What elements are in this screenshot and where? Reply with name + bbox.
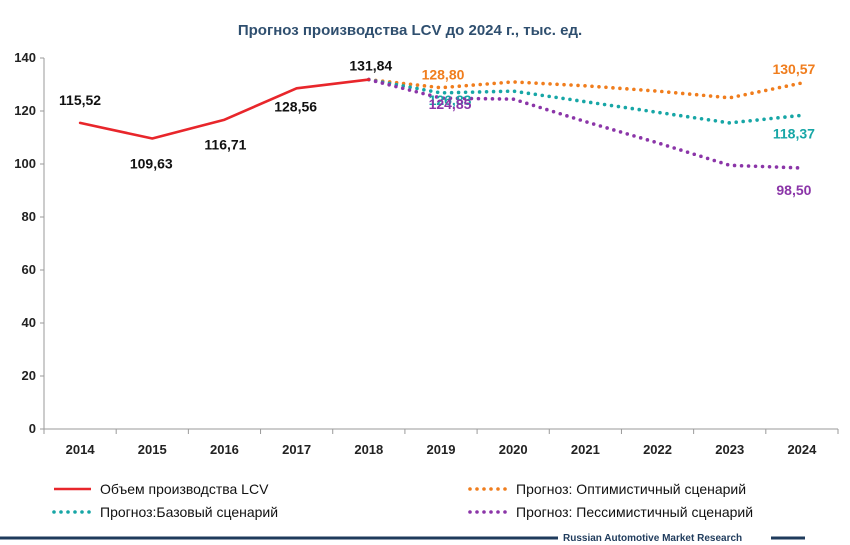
data-label: 115,52: [59, 92, 101, 108]
legend-label-1: Прогноз: Оптимистичный сценарий: [516, 481, 746, 497]
data-label: 116,71: [204, 137, 246, 153]
x-tick-label: 2017: [282, 442, 311, 457]
series-layer: [78, 77, 804, 170]
x-tick-label: 2021: [571, 442, 600, 457]
data-label: 98,50: [776, 182, 811, 198]
data-label: 128,80: [422, 67, 465, 83]
y-tick-label: 100: [14, 156, 36, 171]
y-tick-label: 0: [29, 421, 36, 436]
data-label: 126,83: [429, 92, 472, 108]
data-label: 131,84: [349, 58, 392, 74]
legend: Объем производства LCV Прогноз:Базовый сц…: [52, 481, 753, 520]
data-label: 128,56: [274, 98, 317, 114]
legend-label-3: Прогноз: Пессимистичный сценарий: [516, 504, 753, 520]
y-tick-label: 80: [22, 209, 36, 224]
footer: Russian Automotive Market Research: [0, 533, 805, 544]
y-tick-label: 20: [22, 368, 36, 383]
x-tick-label: 2019: [427, 442, 456, 457]
x-tick-label: 2023: [715, 442, 744, 457]
y-tick-label: 120: [14, 103, 36, 118]
x-tick-label: 2022: [643, 442, 672, 457]
y-tick-label: 140: [14, 50, 36, 65]
legend-label-2: Прогноз:Базовый сценарий: [100, 504, 278, 520]
data-labels: 115,52 109,63 116,71 128,56 131,84 128,80 130,…: [59, 58, 815, 198]
x-tick-label: 2018: [354, 442, 383, 457]
x-tick-label: 2024: [787, 442, 817, 457]
data-label: 109,63: [130, 155, 173, 171]
x-tick-label: 2015: [138, 442, 167, 457]
data-label: 124,85: [429, 96, 472, 112]
y-tick-label: 40: [22, 315, 36, 330]
data-label: 118,37: [773, 125, 815, 141]
chart-title: Прогноз производства LCV до 2024 г., тыс…: [238, 22, 582, 39]
y-tick-label: 60: [22, 262, 36, 277]
footer-brand: Russian Automotive Market Research: [563, 533, 742, 544]
legend-label-0: Объем производства LCV: [100, 481, 269, 497]
series-line-1: [366, 77, 804, 100]
x-tick-label: 2014: [66, 442, 96, 457]
axes: 0 20 40 60 80 100 120 140 2014 2015 2016 2017 2018 20…: [14, 50, 839, 457]
series-line-3: [366, 77, 804, 170]
data-label: 130,57: [772, 61, 815, 77]
x-tick-label: 2016: [210, 442, 239, 457]
series-line-0: [78, 78, 371, 140]
x-tick-label: 2020: [499, 442, 528, 457]
series-line-2: [366, 77, 804, 125]
